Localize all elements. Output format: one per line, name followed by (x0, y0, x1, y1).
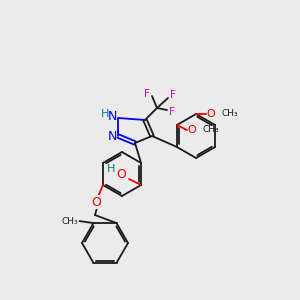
Text: F: F (144, 89, 150, 99)
Text: F: F (169, 107, 175, 117)
Text: N: N (107, 130, 117, 142)
Text: O: O (207, 109, 215, 119)
Text: CH₃: CH₃ (61, 217, 78, 226)
Text: O: O (91, 196, 101, 208)
Text: O: O (116, 169, 126, 182)
Text: CH₃: CH₃ (222, 110, 238, 118)
Text: CH₃: CH₃ (203, 125, 220, 134)
Text: O: O (188, 125, 196, 135)
Text: N: N (107, 110, 117, 124)
Text: H: H (101, 109, 109, 119)
Text: F: F (170, 90, 176, 100)
Text: H: H (107, 164, 115, 174)
